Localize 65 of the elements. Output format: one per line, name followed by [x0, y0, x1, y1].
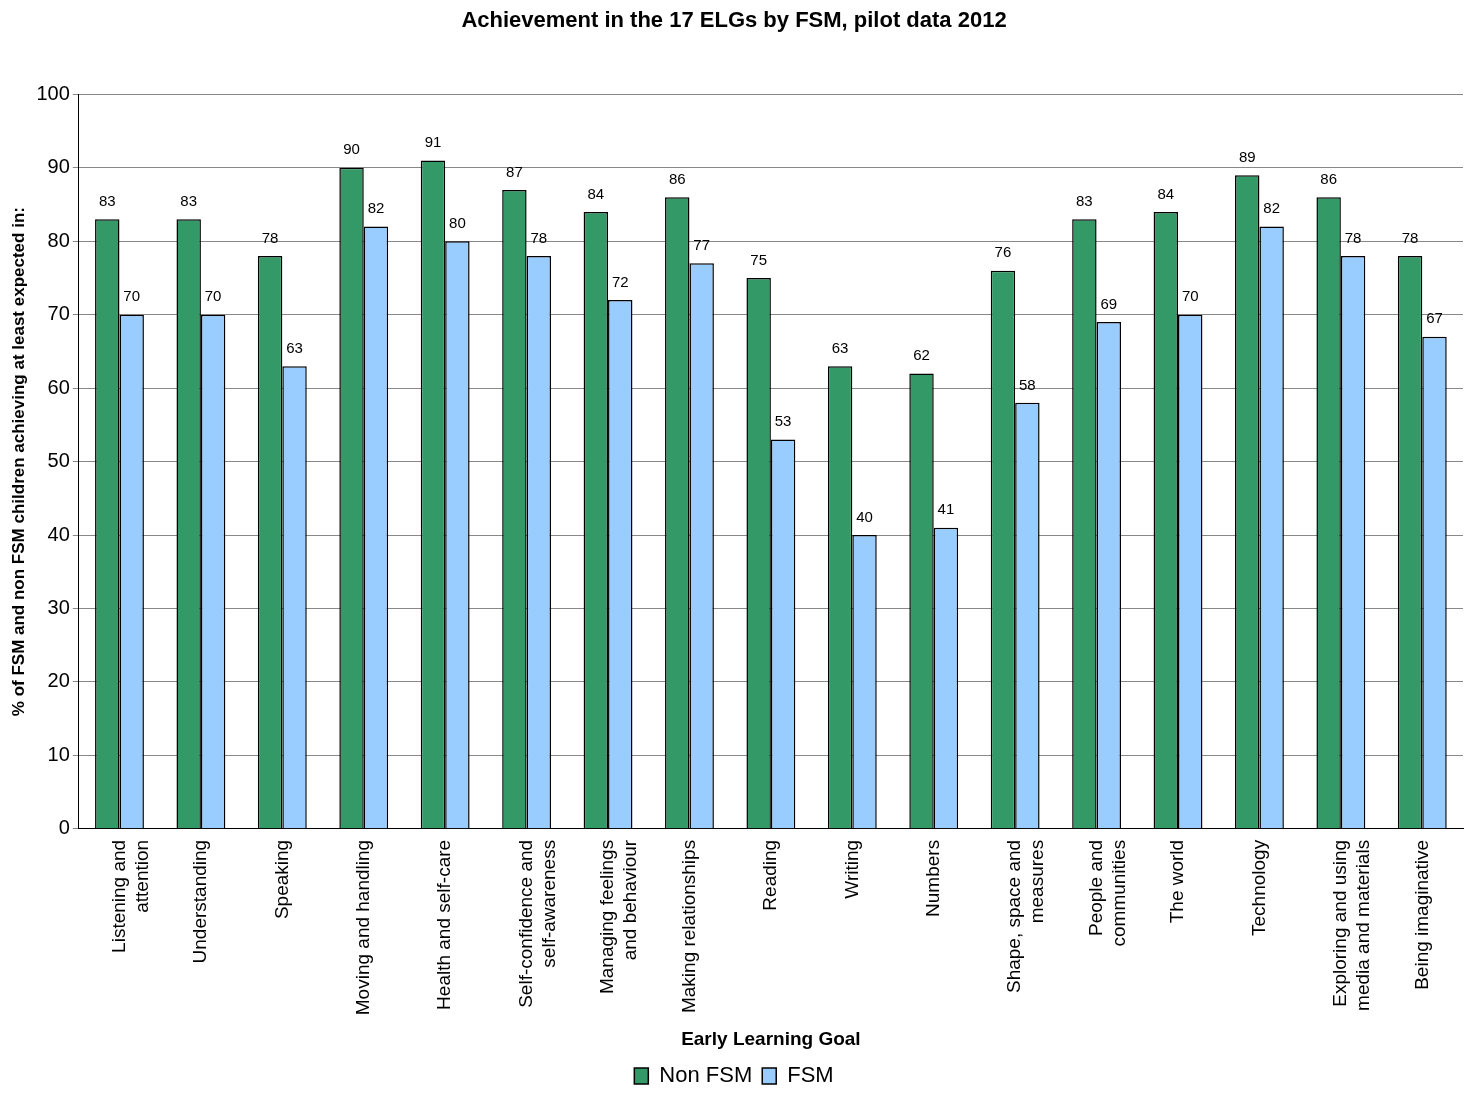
data-label: 75 — [750, 250, 768, 268]
x-tick-label: Listening and attention — [107, 839, 152, 953]
x-tick-label: Speaking — [270, 839, 292, 920]
x-axis-title: Early Learning Goal — [681, 1027, 861, 1049]
data-label: 84 — [587, 184, 605, 202]
y-tick-label: 20 — [47, 669, 70, 692]
data-label: 41 — [937, 500, 955, 518]
data-label: 80 — [449, 213, 466, 231]
x-tick-label: Exploring and using media and materials — [1329, 839, 1373, 1011]
data-label: 63 — [831, 338, 849, 356]
x-tick-label: The world — [1166, 839, 1188, 924]
data-label: 82 — [1263, 199, 1280, 217]
y-tick-label: 10 — [47, 742, 70, 765]
y-tick-label: 30 — [47, 596, 70, 619]
y-tick-label: 100 — [36, 81, 70, 104]
y-tick-label: 80 — [47, 228, 70, 251]
data-label: 67 — [1426, 309, 1443, 327]
data-label: 72 — [611, 272, 629, 290]
y-tick-label: 90 — [47, 155, 70, 178]
legend-label: FSM — [787, 1062, 834, 1088]
x-tick-label: Shape, space and measures — [1003, 839, 1048, 994]
data-label: 87 — [506, 162, 523, 180]
data-label: 86 — [1320, 169, 1337, 187]
x-tick-label: Being imaginative — [1410, 839, 1432, 990]
y-tick-label: 50 — [47, 449, 70, 472]
data-label: 86 — [668, 169, 686, 187]
chart-title: Achievement in the 17 ELGs by FSM, pilot data 2012 — [461, 7, 1007, 33]
data-label: 78 — [1344, 228, 1362, 246]
x-tick-label: Technology — [1247, 839, 1269, 936]
data-label: 78 — [530, 228, 548, 246]
data-label: 70 — [204, 287, 222, 305]
data-label: 83 — [98, 191, 116, 209]
data-label: 53 — [774, 412, 792, 430]
data-label: 84 — [1157, 184, 1175, 202]
y-tick-label: 70 — [47, 302, 70, 325]
data-label: 78 — [1401, 228, 1419, 246]
x-tick-label: Writing — [840, 839, 862, 899]
data-label: 40 — [856, 507, 873, 525]
data-label: 78 — [261, 228, 279, 246]
y-tick-label: 0 — [58, 816, 70, 839]
x-tick-label: Self-confidence and self-awareness — [514, 839, 559, 1008]
data-label: 89 — [1238, 147, 1256, 165]
data-label: 62 — [913, 346, 930, 364]
data-label: 91 — [424, 133, 442, 151]
x-tick-label: Moving and handling — [351, 839, 373, 1016]
legend-label: Non FSM — [659, 1062, 753, 1088]
data-label: 83 — [1076, 191, 1093, 209]
data-label: 58 — [1019, 375, 1036, 393]
x-tick-label: Reading — [759, 839, 781, 911]
data-label: 76 — [994, 243, 1012, 261]
data-label: 70 — [1181, 287, 1199, 305]
x-tick-label: Understanding — [189, 839, 211, 964]
data-label: 63 — [286, 338, 303, 356]
data-label: 77 — [693, 235, 711, 253]
x-tick-label: Making relationships — [677, 839, 699, 1014]
y-tick-label: 40 — [47, 522, 70, 545]
data-label: 83 — [180, 191, 198, 209]
y-tick-label: 60 — [47, 375, 70, 398]
y-axis-title: % of FSM and non FSM children achieving at least expected in: — [8, 207, 28, 717]
data-label: 90 — [343, 140, 360, 158]
data-label: 82 — [367, 199, 385, 217]
data-label: 69 — [1100, 294, 1118, 312]
data-label: 70 — [123, 287, 141, 305]
x-tick-label: Health and self-care — [433, 839, 455, 1010]
x-tick-label: Numbers — [921, 839, 943, 917]
